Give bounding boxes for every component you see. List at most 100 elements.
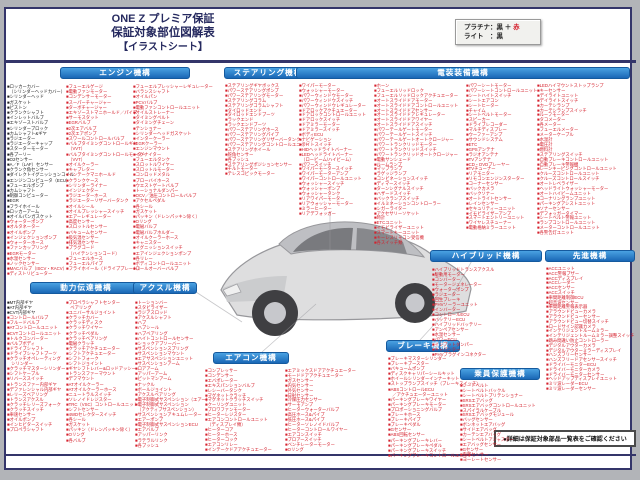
part-item: ■シートベルトモーター: [466, 112, 512, 118]
part-item: ■ステアリングポジションセンサー: [225, 161, 293, 167]
part-item: ■ストップランプスイッチ（ブレーキスイッチ）: [388, 381, 481, 387]
part-item: ■デジタルアウターミラーディスプレイ: [546, 347, 622, 353]
part-item: （ロービーム/ハイビーム）: [299, 156, 354, 162]
part-item: ■オートレベライザー: [537, 181, 579, 187]
section-powertrain-col2: ■プロペラシャフトセンター ベアリング ■ユニバーサルジョイント ■クラッチカバー ■…: [66, 300, 138, 443]
part-item: ■バッテリーECU: [432, 317, 466, 322]
part-item: シリンダー: [7, 361, 33, 367]
part-item: ■バックソナー: [466, 190, 495, 196]
part-item: ■ラジエーター: [7, 136, 36, 142]
part-item: ■カムシャフト&ギヤ: [7, 130, 47, 136]
part-item: ■ホーン: [374, 83, 390, 88]
title-line3: 【イラストシート】: [118, 42, 208, 54]
part-item: ■オイルシール: [66, 203, 95, 209]
part-item: ■ドアロックコントロールユニット: [299, 112, 367, 118]
part-item: ■バキュームポンプ: [388, 366, 425, 372]
section-occupant-col1: ■シートベルト ■シートベルトバックル ■シートベルトプリテンショナー ■SRSエアバ…: [460, 383, 536, 463]
part-item: ■クーリングユニット: [205, 402, 247, 408]
section-engine-col2: ■フューエルゲージ ■電動ファンモーター ■コンデンサーモーター ■スーパーチャージャ…: [66, 84, 146, 271]
part-item: ■スピーカー: [466, 117, 491, 123]
part-item: ■各ブッシュ: [135, 442, 160, 448]
part-item: ■ACCユニット: [546, 266, 575, 271]
part-item: ■電磁バルブ: [133, 224, 158, 230]
part-item: ■ドライブシャフト: [7, 345, 44, 351]
part-item: ■アクセサリーソケット: [374, 210, 420, 216]
part-item: ■ワイパーモータースイッチ: [299, 166, 353, 172]
part-item: ■ブレーキマスターシリンダー: [388, 356, 447, 361]
part-item: ■トルクコンバーター: [7, 335, 49, 341]
part-item: ■MT内部ギヤ: [7, 300, 33, 305]
part-item: ■ミラーヒーター: [299, 205, 332, 211]
part-item: ■パワーテールゲートオートクロージャー: [374, 136, 454, 142]
part-item: ■オートスライドドアレギュレーター: [374, 112, 446, 118]
part-item: ■デフマウント: [66, 376, 95, 382]
part-item: ■デジタルアウターカメラ: [546, 342, 596, 348]
part-item: ■ボンネットエアバッグ: [460, 422, 506, 428]
part-item: ■フューエルメーター: [537, 127, 579, 133]
part-item: ■バルブボディ: [7, 340, 36, 346]
section-electrical-col3: ■パワーシートモーター ■パワーシートコントロールユニット ■シートハイトスイッチ ■…: [466, 83, 537, 231]
part-item: ■ブレーキブースター: [388, 361, 430, 367]
part-item: ■OCV／油圧コントロールバルブ: [133, 193, 197, 199]
part-item: ■トランスファーマウント: [66, 371, 116, 377]
part-item: ■ACC警報ブザー: [546, 270, 580, 276]
part-item: ■クラッチスイッチ: [7, 406, 44, 412]
header-divider: [4, 60, 636, 63]
part-item: ■レインセンサー: [466, 200, 499, 206]
part-item: ■ウォッシャータンク: [299, 190, 341, 196]
part-item: ■CVT内部ギヤ: [7, 310, 36, 316]
part-item: ■ヘッドライトウォッシャーモーター: [537, 186, 609, 192]
part-item: ■ラテラルリンク: [135, 437, 168, 443]
part-item: ■ソレノイドレジスター: [66, 396, 112, 402]
part-item: ■エキスパンションバルブ: [205, 382, 255, 388]
part-item: ■イグナイター: [133, 151, 162, 157]
part-item: ■オートスライドドアスイッチ: [374, 122, 433, 128]
part-item: ■ピットマンアーム: [135, 376, 172, 382]
part-item: ■ガスセンサー: [285, 377, 314, 383]
part-item: ■パワーウィンドウレギュレーター: [299, 102, 366, 108]
part-item: ■イグニッションスイッチ: [133, 245, 183, 251]
part-item: ■パワーECU: [432, 337, 457, 342]
part-item: ■テンショナー: [133, 125, 162, 131]
section-aircon-col1: ■コンプレッサー ■コンデンサー ■エバポレーター ■エキスパンションバルブ ■レシーバ…: [205, 368, 272, 452]
part-item: ■電子制御式サスペンション（エアー）: [135, 396, 210, 402]
section-aircon-header: エアコン機構: [213, 352, 289, 364]
part-item: ■電動格納ミラーユニット: [466, 225, 516, 231]
part-item: ■ACCスイッチ: [546, 289, 575, 295]
part-item: ■ナックル: [135, 381, 155, 387]
part-item: ■パワーステアリングホース: [225, 127, 279, 133]
part-item: ■自動ブレーキコントロールユニット: [537, 156, 609, 162]
part-item: ■HIDヘッドライトバーナー: [299, 146, 352, 152]
part-item: ■SRSエアバッグモジュール: [460, 412, 514, 418]
part-item: ■駆動用モーター: [432, 272, 465, 277]
part-item: ■エアコンコントロールユニット: [205, 417, 268, 423]
part-item: ■ラックエンド: [225, 117, 254, 123]
part-item: ■リモコンエンジンスターター: [466, 176, 525, 182]
part-item: ■各メーター: [537, 122, 562, 128]
part-item: ■デファレンシャル内部ギヤ: [7, 386, 62, 392]
part-item: ■ナビゲーション: [299, 136, 332, 142]
part-item: ■電子制御式サスペンションECU: [135, 422, 198, 428]
part-item: ■TVチューナー: [466, 166, 496, 172]
part-item: ■スマートエントリーユニット: [466, 215, 525, 221]
part-item: ■フューエルホース: [66, 255, 103, 261]
part-item: （アクティブサスペンション）: [135, 406, 197, 412]
part-item: ■シートハイトスイッチ: [466, 92, 512, 98]
part-item: ■ヒーターソレノイドバルブ: [285, 421, 340, 427]
part-item: ■パワートランクリッドオートクロージャー: [374, 151, 458, 157]
part-item: ■コンデンサーモーター: [66, 94, 112, 100]
part-item: ■イルミネーションコントローラー: [374, 200, 441, 206]
part-item: ■ダイレクトイグニッションコイル: [7, 172, 74, 178]
part-item: ■MACバルブ（ISCV・RACV）: [7, 266, 67, 272]
part-item: ■電磁バルブホルダー: [133, 229, 175, 235]
part-item: ■シフトフォーク: [66, 356, 99, 362]
part-item: ■ドライブシャフトブーツ: [7, 350, 57, 356]
part-item: ■ロッカーカバー: [7, 84, 40, 89]
part-item: ■タイロッドエンドブーツ: [225, 112, 275, 118]
car-rear-hub: [405, 293, 425, 313]
part-item: ■衝撃センサー: [460, 451, 489, 457]
section-electrical-col4: ■LEDハイマウントストップランプ ■キーセンサー ■デイライトユニット ■デイライト…: [537, 83, 617, 236]
part-item: ■モータージェネレーター: [432, 282, 482, 287]
part-item: ■モードドアアクチュエーター: [285, 372, 344, 378]
part-item: ■クランクケース: [66, 177, 99, 183]
